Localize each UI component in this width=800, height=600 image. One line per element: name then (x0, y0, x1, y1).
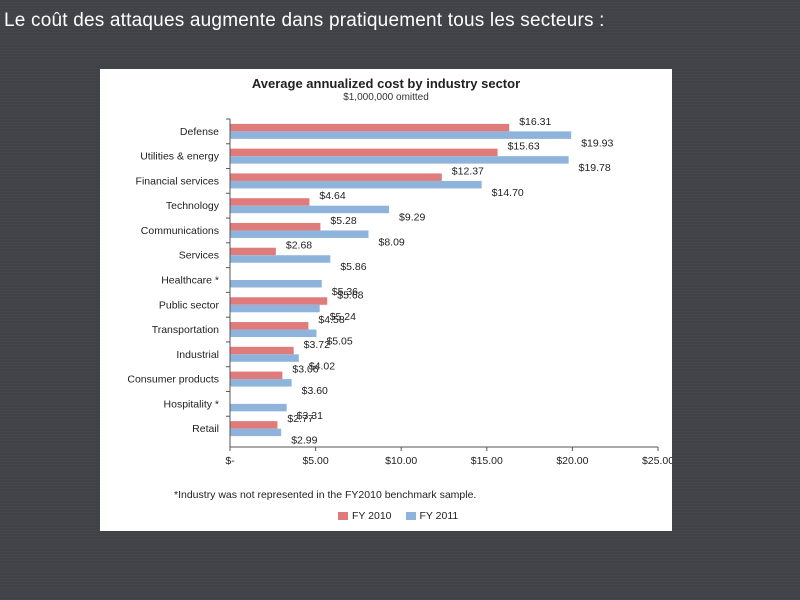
chart-panel: Average annualized cost by industry sect… (100, 69, 672, 531)
bar-fy2011 (230, 379, 292, 387)
category-label: Utilities & energy (140, 151, 220, 163)
bar-fy2010 (230, 322, 309, 330)
x-tick-label: $- (225, 455, 235, 467)
slide-title: Le coût des attaques augmente dans prati… (4, 10, 605, 31)
bar-fy2010 (230, 346, 294, 355)
bar-fy2010 (230, 173, 442, 181)
bar-fy2010 (230, 421, 278, 429)
data-label: $5.68 (337, 289, 363, 301)
x-tick-label: $25.00 (642, 455, 672, 467)
data-label: $16.31 (519, 116, 551, 128)
data-label: $4.02 (309, 360, 335, 372)
data-label: $2.68 (286, 240, 312, 252)
chart-title: Average annualized cost by industry sect… (251, 76, 521, 91)
data-label: $3.06 (292, 364, 318, 376)
legend-swatch-fy2011 (405, 512, 416, 520)
bar-fy2010 (230, 123, 510, 132)
data-label: $12.37 (452, 165, 484, 177)
bar-chart: Defense $16.31 $19.93 Utilities & energy $15… (127, 116, 672, 467)
legend-item-fy2010: FY 2010 (338, 510, 392, 522)
bar-fy2011 (230, 329, 317, 338)
bar-fy2011 (230, 131, 572, 139)
data-label: $9.29 (399, 212, 425, 224)
bar-fy2011 (230, 180, 482, 189)
data-label: $14.70 (492, 187, 524, 199)
data-label: $5.36 (332, 286, 358, 298)
bar-fy2011 (230, 280, 322, 288)
bar-fy2011 (230, 304, 320, 313)
category-label: Services (179, 250, 219, 262)
bar-fy2011 (230, 205, 390, 214)
bar-fy2011 (230, 403, 287, 412)
bar-fy2010 (230, 371, 283, 380)
data-label: $4.58 (318, 314, 344, 326)
chart-subtitle: $1,000,000 omitted (343, 92, 429, 103)
data-label: $15.63 (508, 141, 540, 153)
data-label: $5.28 (330, 215, 356, 227)
category-label: Healthcare * (161, 275, 219, 287)
data-label: $5.05 (326, 336, 352, 348)
bar-fy2011 (230, 354, 299, 362)
x-tick-label: $15.00 (471, 455, 503, 467)
data-label: $3.60 (302, 385, 328, 397)
bar-fy2010 (230, 148, 498, 157)
x-tick-label: $10.00 (385, 455, 417, 467)
category-label: Industrial (176, 349, 219, 361)
bar-fy2010 (230, 222, 321, 231)
data-label: $3.31 (297, 410, 323, 422)
bar-fy2011 (230, 230, 369, 238)
data-label: $8.09 (379, 236, 405, 248)
data-label: $2.77 (287, 413, 313, 425)
bar-fy2011 (230, 428, 282, 437)
category-label: Financial services (136, 175, 219, 187)
category-label: Hospitality * (164, 398, 219, 410)
category-label: Public sector (159, 299, 220, 311)
category-label: Communications (141, 225, 219, 237)
bar-fy2011 (230, 255, 331, 263)
chart-footnote: *Industry was not represented in the FY2… (174, 489, 477, 501)
category-label: Technology (166, 200, 220, 212)
data-label: $4.64 (319, 190, 345, 202)
data-label: $5.24 (330, 311, 356, 323)
legend-swatch-fy2010 (338, 512, 348, 520)
data-label: $5.86 (340, 261, 366, 273)
category-label: Defense (180, 126, 219, 138)
data-label: $3.72 (304, 339, 330, 351)
category-label: Consumer products (127, 374, 219, 386)
legend-label-fy2010: FY 2010 (352, 510, 392, 522)
chart-legend: FY 2010 FY 2011 (338, 510, 458, 522)
bar-fy2011 (230, 156, 569, 164)
category-label: Transportation (152, 324, 219, 336)
category-label: Retail (192, 423, 219, 435)
data-label: $19.78 (579, 162, 611, 174)
bar-fy2010 (230, 247, 276, 256)
data-label: $19.93 (581, 137, 613, 149)
legend-label-fy2011: FY 2011 (419, 510, 459, 522)
data-label: $2.99 (291, 435, 317, 447)
x-tick-label: $20.00 (556, 455, 588, 467)
bar-fy2010 (230, 297, 328, 305)
x-tick-label: $5.00 (302, 455, 328, 467)
bar-fy2010 (230, 198, 310, 206)
legend-item-fy2011: FY 2011 (405, 510, 459, 522)
